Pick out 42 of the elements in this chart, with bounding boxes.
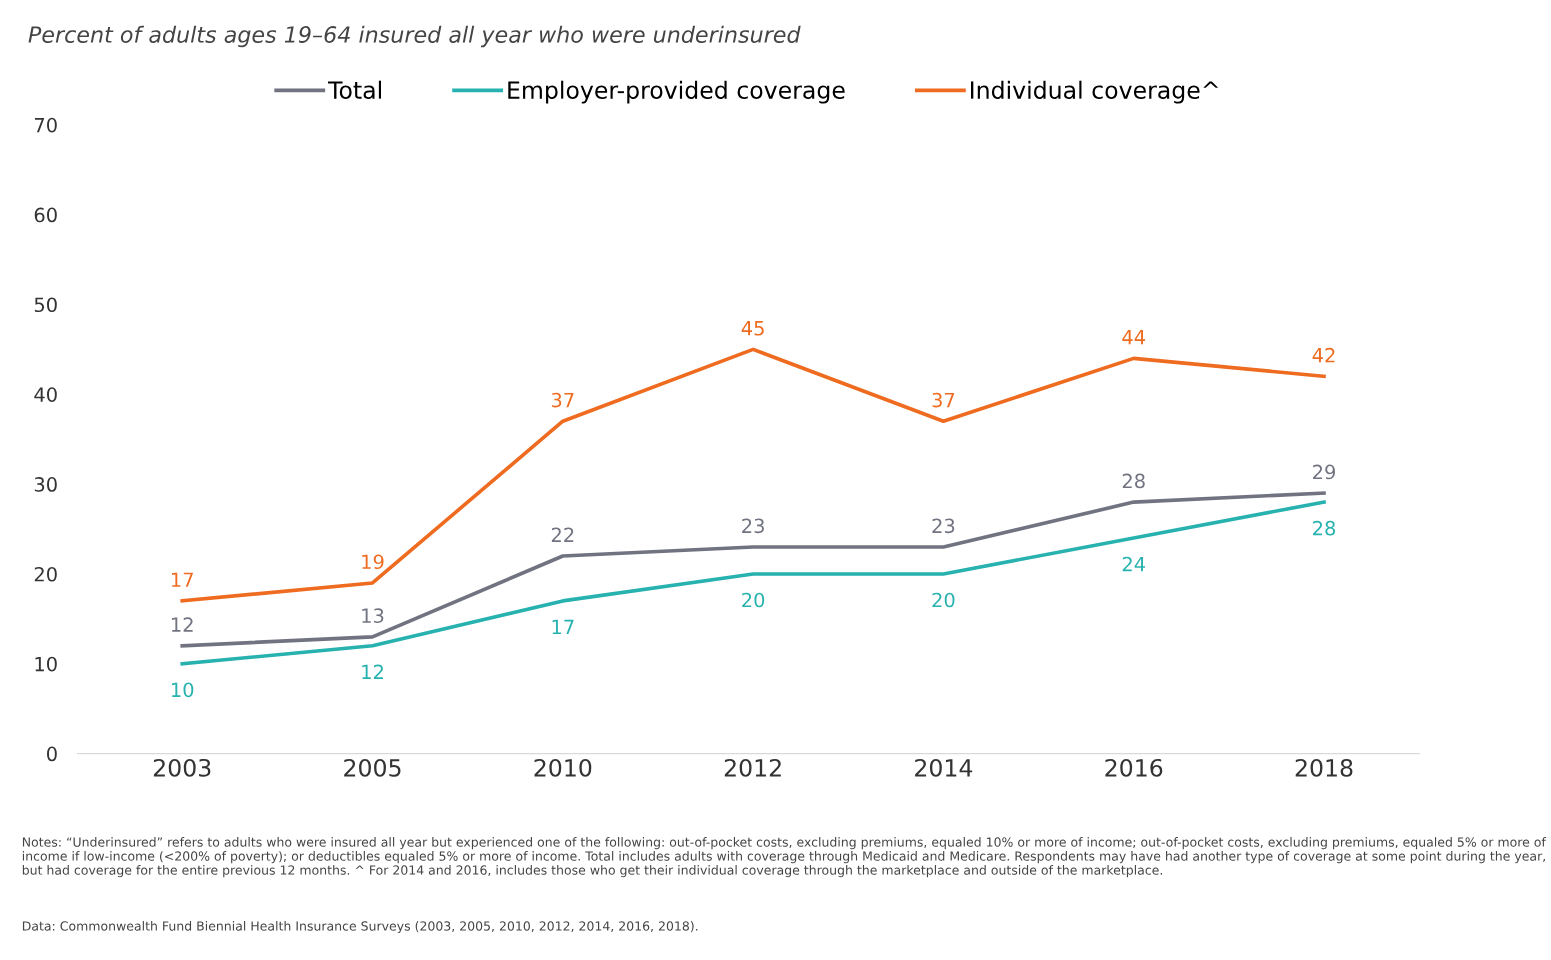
y-tick-label: 50 xyxy=(34,297,57,313)
legend-label: Total xyxy=(328,80,381,99)
legend-label: Individual coverage^ xyxy=(971,80,1219,104)
data-label: 20 xyxy=(742,592,765,608)
legend-label: Employer-provided coverage xyxy=(508,80,845,104)
data-label: 23 xyxy=(932,518,955,534)
data-label: 12 xyxy=(171,617,193,632)
data-label: 37 xyxy=(932,392,955,408)
data-label: 22 xyxy=(551,527,574,542)
x-tick-label: 2005 xyxy=(344,758,401,777)
y-tick-label: 0 xyxy=(47,746,57,762)
data-label: 10 xyxy=(171,682,194,698)
y-tick-label: 30 xyxy=(34,477,57,492)
x-tick-label: 2010 xyxy=(534,758,592,777)
y-tick-label: 60 xyxy=(34,207,57,223)
data-label: 13 xyxy=(362,608,384,624)
y-tick-label: 40 xyxy=(34,387,57,402)
data-label: 28 xyxy=(1313,520,1336,536)
x-tick-label: 2012 xyxy=(724,758,781,777)
data-label: 44 xyxy=(1122,330,1145,345)
x-tick-label: 2003 xyxy=(153,758,211,777)
data-label: 28 xyxy=(1122,473,1145,489)
x-tick-label: 2018 xyxy=(1295,758,1353,777)
data-label: 17 xyxy=(171,572,193,587)
chart-title: Percent of adults ages 19–64 insured all year who were underinsured xyxy=(28,25,801,48)
x-tick-label: 2016 xyxy=(1105,758,1163,777)
y-tick-label: 20 xyxy=(34,566,57,582)
data-label: 42 xyxy=(1312,347,1335,363)
text: Notes: “Underinsured” refers to adults who were insured all year but experienced one of the following: out-of-pocket costs, excluding premiums, equaled 10% or more of income; out-of-pocket costs, excluding premiums, equaled 5% or more of income if low-income (<200% of poverty); or deductibles equaled 5% or more of income. Total includes adults with coverage through Medicaid and Medicare. Respondents may have had another type of coverage at some point during the year, but had coverage for the entire previous 12 months. ^ For 2014 and 2016, includes those who get their individual coverage through the marketplace and outside of the marketplace. xyxy=(22,837,1547,878)
x-tick-label: 2014 xyxy=(915,758,973,777)
y-tick-label: 10 xyxy=(35,656,57,672)
data-label: 20 xyxy=(932,592,955,608)
data-label: 29 xyxy=(1313,464,1336,480)
data-label: 12 xyxy=(362,664,383,679)
data-label: 24 xyxy=(1122,556,1145,572)
data-label: 45 xyxy=(741,321,764,336)
data-label: 19 xyxy=(362,554,384,570)
data-label: 37 xyxy=(551,392,574,408)
y-tick-label: 70 xyxy=(34,117,57,133)
data-label: 23 xyxy=(742,518,764,534)
data-label: 17 xyxy=(552,619,574,635)
text: Data: Commonwealth Fund Biennial Health Insurance Surveys (2003, 2005, 2010, 2012, 2014, 2016, 2018). xyxy=(22,921,698,934)
